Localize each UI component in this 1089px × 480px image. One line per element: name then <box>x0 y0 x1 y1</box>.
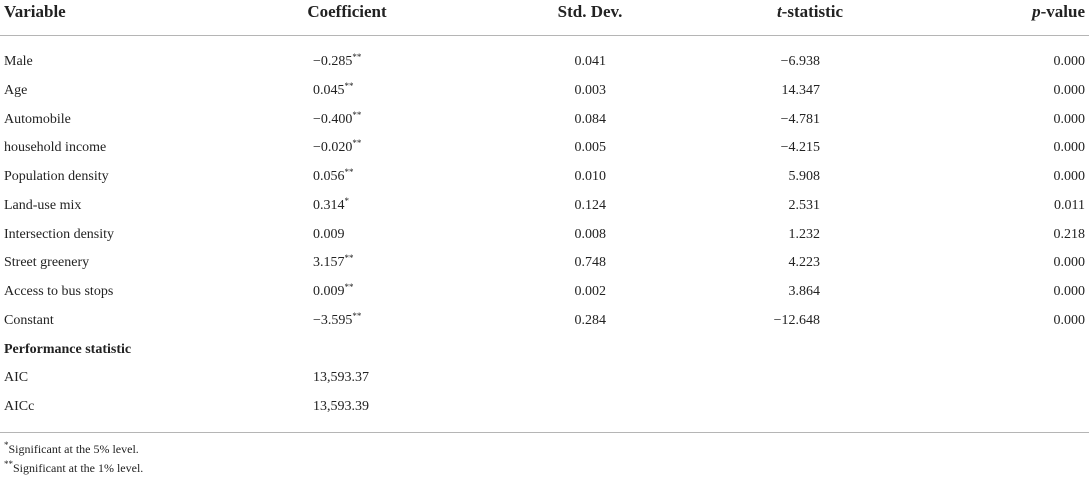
cell-value: 0.002 <box>574 284 607 299</box>
coefficient-value: 0.056 <box>313 169 345 184</box>
header-text: -statistic <box>781 2 844 21</box>
coefficient: 3.157** <box>313 254 354 272</box>
header-text: -value <box>1040 2 1085 21</box>
cell-value: −12.648 <box>773 312 820 328</box>
cell-value: 0.011 <box>1054 197 1085 213</box>
column-header: p-value <box>1032 1 1085 23</box>
coefficient-value: −0.285 <box>313 54 353 69</box>
cell-value: 3.864 <box>788 284 821 299</box>
coefficient-value: 3.157 <box>313 255 345 271</box>
footnote: *Significant at the 5% level. <box>4 440 139 458</box>
cell-value: 1.232 <box>788 226 821 242</box>
variable-name: Male <box>4 54 33 69</box>
coefficient: 0.056** <box>313 168 354 186</box>
cell-value: 0.000 <box>1053 111 1086 127</box>
significance-mark: ** <box>344 167 354 177</box>
footnote: **Significant at the 1% level. <box>4 459 143 477</box>
coefficient: 0.045** <box>313 80 354 100</box>
header-italic: p <box>1032 2 1041 21</box>
footnote-mark: ** <box>4 459 13 469</box>
coefficient: −0.400** <box>313 109 362 129</box>
coefficient-value: 0.009 <box>313 284 345 299</box>
cell-value: 0.084 <box>574 111 607 127</box>
coefficient: −0.020** <box>313 139 361 157</box>
cell-value: 0.000 <box>1053 255 1086 271</box>
significance-mark: ** <box>352 109 362 120</box>
coefficient: 0.009** <box>313 283 354 301</box>
coefficient: −0.285** <box>313 53 361 71</box>
significance-mark: ** <box>352 310 362 321</box>
cell-value: 0.748 <box>574 255 607 271</box>
cell-value: 0.000 <box>1053 140 1086 156</box>
stat-name: AIC <box>4 370 29 386</box>
cell-value: 0.000 <box>1053 284 1086 299</box>
coefficient-value: −0.020 <box>313 140 353 156</box>
column-header: Coefficient <box>307 2 387 21</box>
cell-value: 0.005 <box>574 140 607 156</box>
stat-value: 13,593.39 <box>313 399 369 414</box>
coefficient-value: −3.595 <box>313 312 353 328</box>
cell-value: 0.000 <box>1053 169 1086 184</box>
coefficient-value: 0.045 <box>313 82 345 98</box>
coefficient-value: 0.314 <box>313 197 345 213</box>
variable-name: household income <box>4 140 107 156</box>
cell-value: 0.218 <box>1053 226 1086 242</box>
variable-name: Population density <box>4 169 109 184</box>
cell-value: −6.938 <box>780 54 820 69</box>
cell-value: −4.781 <box>780 111 820 127</box>
variable-name: Land-use mix <box>4 197 82 213</box>
significance-mark: ** <box>344 282 354 292</box>
coefficient: 0.009 <box>313 226 345 244</box>
column-header: Variable <box>4 2 66 21</box>
cell-value: 14.347 <box>781 82 821 98</box>
variable-name: Street greenery <box>4 255 90 271</box>
bottom-rule <box>0 432 1089 433</box>
cell-value: 2.531 <box>788 197 821 213</box>
variable-name: Age <box>4 82 28 98</box>
cell-value: 0.008 <box>574 226 607 242</box>
cell-value: 0.010 <box>574 169 607 184</box>
footnote-text: Significant at the 1% level. <box>13 461 144 475</box>
header-italic: t <box>776 2 782 21</box>
significance-mark: ** <box>352 52 362 62</box>
cell-value: 4.223 <box>788 255 821 271</box>
significance-mark: * <box>344 195 350 206</box>
cell-value: 5.908 <box>788 169 821 184</box>
coefficient-value: 0.009 <box>313 226 345 242</box>
column-header: t-statistic <box>777 1 843 23</box>
significance-mark: ** <box>344 80 354 91</box>
column-header: Std. Dev. <box>557 2 623 21</box>
footnote-text: Significant at the 5% level. <box>8 442 139 456</box>
coefficient: −3.595** <box>313 310 362 330</box>
stat-value: 13,593.37 <box>313 370 369 386</box>
significance-mark: ** <box>344 253 354 264</box>
cell-value: 0.284 <box>574 312 607 328</box>
cell-value: 0.000 <box>1053 312 1086 328</box>
significance-mark: ** <box>352 138 362 149</box>
cell-value: 0.041 <box>574 54 607 69</box>
cell-value: 0.000 <box>1053 82 1086 98</box>
variable-name: Constant <box>4 312 54 328</box>
header-rule <box>0 35 1089 36</box>
coefficient-value: −0.400 <box>313 111 353 127</box>
variable-name: Access to bus stops <box>4 284 114 299</box>
stat-name: AICc <box>4 399 35 414</box>
footnote-mark: * <box>4 440 9 450</box>
cell-value: −4.215 <box>780 140 820 156</box>
coefficient: 0.314* <box>313 195 350 215</box>
cell-value: 0.003 <box>574 82 607 98</box>
section-label: Performance statistic <box>4 341 132 357</box>
variable-name: Automobile <box>4 111 71 127</box>
cell-value: 0.124 <box>574 197 607 213</box>
cell-value: 0.000 <box>1053 54 1086 69</box>
variable-name: Intersection density <box>4 226 115 242</box>
